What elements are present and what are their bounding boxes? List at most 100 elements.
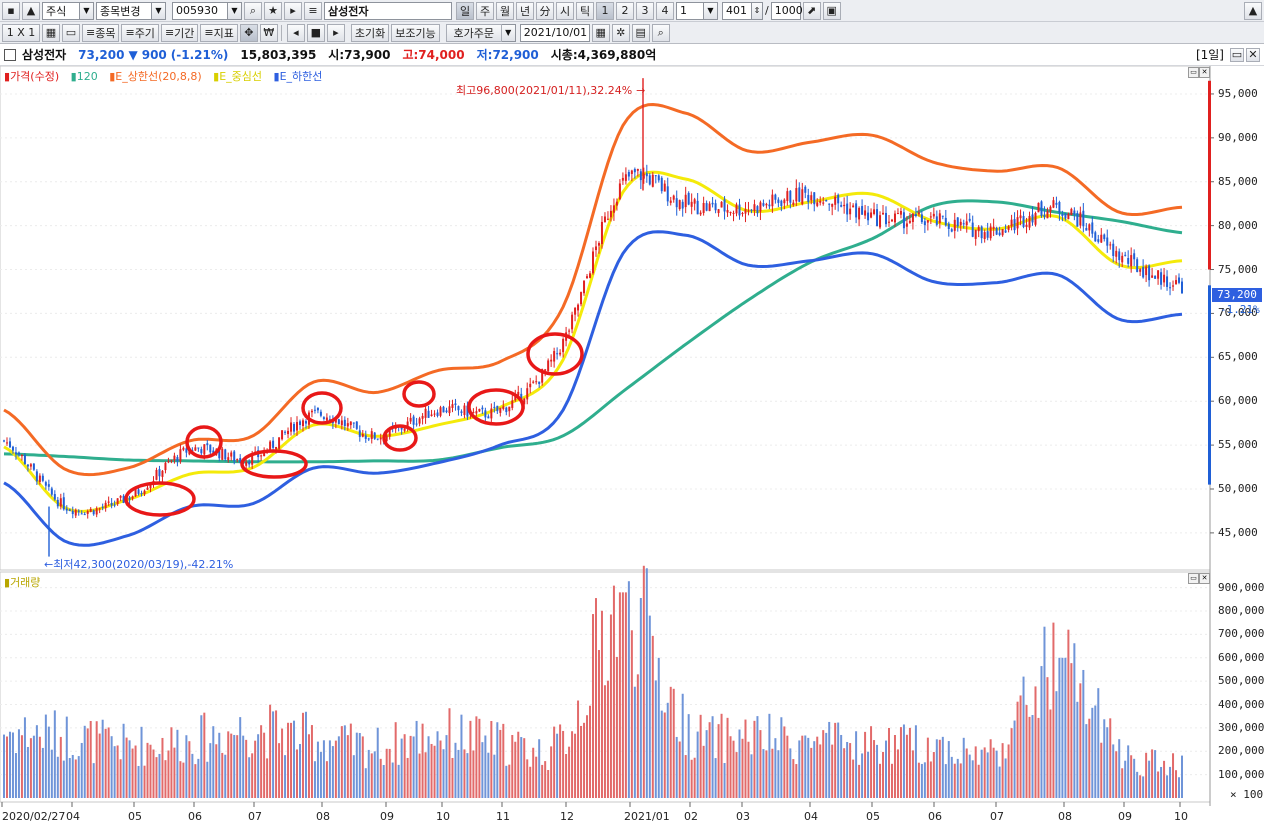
volume-axis-label: 200,000: [1218, 744, 1264, 758]
range-toggle-button[interactable]: ≡ 기간: [160, 23, 199, 42]
select-checkbox[interactable]: [4, 48, 16, 61]
volume-bar: [681, 693, 684, 798]
volume-bar: [962, 737, 965, 798]
period-value-dropdown-arrow[interactable]: ▼: [704, 1, 718, 20]
volume-bar: [735, 752, 738, 798]
order-dropdown-arrow[interactable]: ▼: [501, 23, 516, 42]
favorite-star-icon[interactable]: ★: [264, 1, 282, 20]
multiplier-3[interactable]: 3: [636, 1, 654, 20]
export-icon[interactable]: ▤: [631, 23, 650, 42]
candle-body: [487, 416, 490, 419]
candle-body: [750, 209, 753, 211]
volume-bar: [349, 723, 352, 798]
change-item-field[interactable]: 종목변경: [96, 1, 152, 20]
price-pane-close-icon[interactable]: ✕: [1199, 67, 1210, 78]
period-day[interactable]: 일: [456, 1, 474, 20]
period-toggle-button[interactable]: ≡ 주기: [121, 23, 159, 42]
play-back-button[interactable]: ◂: [286, 23, 305, 42]
calendar-icon[interactable]: ▦: [591, 23, 610, 42]
candle-body: [956, 217, 959, 227]
save-icon[interactable]: ▣: [822, 1, 841, 20]
close-icon[interactable]: ✕: [1246, 47, 1260, 62]
print-preview-icon[interactable]: ⌕: [651, 23, 670, 42]
volume-bar: [574, 733, 577, 798]
scroll-up-button[interactable]: ▲: [1244, 1, 1262, 20]
candle-body: [212, 450, 215, 454]
date-input[interactable]: 2021/10/01: [519, 23, 590, 42]
next-item-button[interactable]: ▸: [284, 1, 302, 20]
volume-bar: [577, 700, 580, 798]
move-cross-icon[interactable]: ✥: [239, 23, 258, 42]
candle-body: [606, 218, 609, 220]
multiplier-2[interactable]: 2: [616, 1, 634, 20]
period-value-input[interactable]: 1: [676, 1, 704, 20]
indicator-toggle-button[interactable]: ≡ 지표: [200, 23, 238, 42]
price-volume-chart[interactable]: [0, 66, 1264, 828]
volume-bar: [254, 740, 257, 798]
split-icon[interactable]: ▭: [62, 23, 80, 42]
grid-icon[interactable]: ▦: [42, 23, 60, 42]
candle-body: [1067, 213, 1070, 220]
multiplier-1[interactable]: 1: [596, 1, 614, 20]
volume-pane-minimize-icon[interactable]: ▭: [1188, 573, 1199, 584]
period-minute[interactable]: 分: [536, 1, 554, 20]
expand-icon[interactable]: ⬈: [802, 1, 821, 20]
market-select[interactable]: 주식: [42, 1, 80, 20]
volume-pane-close-icon[interactable]: ✕: [1199, 573, 1210, 584]
candle-body: [5, 442, 8, 444]
period-year[interactable]: 년: [516, 1, 534, 20]
volume-bar: [113, 746, 116, 798]
low-annotation-text: 최저42,300(2020/03/19),-42.21%: [53, 558, 234, 571]
chart-area[interactable]: ▮가격(수정) ▮120 ▮E_상한선(20,8,8) ▮E_중심선 ▮E_하한…: [0, 66, 1264, 828]
change-item-dropdown-arrow[interactable]: ▼: [152, 1, 166, 20]
candle-body: [1145, 266, 1148, 276]
period-month[interactable]: 월: [496, 1, 514, 20]
currency-icon[interactable]: ₩: [259, 23, 278, 42]
search-icon[interactable]: ⌕: [244, 1, 262, 20]
count-input[interactable]: 401: [722, 1, 752, 20]
volume-axis-label: 500,000: [1218, 674, 1264, 688]
volume-bar: [346, 735, 349, 798]
candle-body: [726, 210, 729, 213]
order-button[interactable]: 호가주문: [445, 23, 502, 42]
candle-body: [944, 217, 947, 226]
volume-bar: [813, 741, 816, 798]
volume-bar: [182, 762, 185, 798]
volume-bar: [430, 743, 433, 798]
stop-button[interactable]: ■: [306, 23, 325, 42]
volume-bar: [1082, 669, 1085, 798]
play-forward-button[interactable]: ▸: [326, 23, 345, 42]
volume-bar: [95, 721, 98, 798]
volume-bar: [269, 704, 272, 798]
period-week[interactable]: 주: [476, 1, 494, 20]
multiplier-4[interactable]: 4: [656, 1, 674, 20]
candle-body: [675, 198, 678, 208]
candle-body: [421, 415, 424, 419]
reset-button[interactable]: 초기화: [350, 23, 390, 42]
layout-button[interactable]: 1 X 1: [2, 23, 40, 42]
aux-function-button[interactable]: 보조기능: [391, 23, 440, 42]
minimize-icon[interactable]: ▭: [1230, 47, 1244, 62]
period-hour[interactable]: 시: [556, 1, 574, 20]
period-tick[interactable]: 틱: [576, 1, 594, 20]
volume-bar: [284, 755, 287, 798]
candle-body: [44, 482, 47, 486]
count-spinner[interactable]: ⇕: [752, 1, 763, 20]
volume-bar: [137, 765, 140, 798]
item-info-icon[interactable]: ≡: [304, 1, 322, 20]
stock-code-dropdown-arrow[interactable]: ▼: [228, 1, 242, 20]
market-dropdown-arrow[interactable]: ▼: [80, 1, 94, 20]
quote-change-pct: (-1.21%): [170, 47, 229, 62]
market-up-button[interactable]: ▲: [22, 1, 40, 20]
price-pane-minimize-icon[interactable]: ▭: [1188, 67, 1199, 78]
candle-body: [334, 419, 337, 423]
settings-gear-icon[interactable]: ✲: [611, 23, 630, 42]
window-menu-button[interactable]: ▪: [2, 1, 20, 20]
period-hour-label: 시: [559, 4, 571, 18]
volume-bar: [275, 710, 278, 798]
volume-bar: [876, 744, 879, 798]
item-toggle-button[interactable]: ≡ 종목: [82, 23, 120, 42]
stock-code-input[interactable]: 005930: [172, 1, 228, 20]
total-input[interactable]: 1000: [770, 1, 803, 20]
volume-bar: [394, 722, 397, 798]
